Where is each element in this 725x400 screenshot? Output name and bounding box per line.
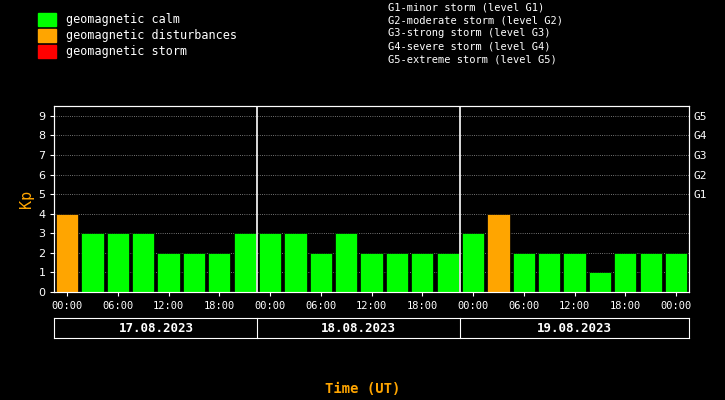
Bar [665,253,687,292]
Text: 19.08.2023: 19.08.2023 [537,322,612,334]
Bar [183,253,205,292]
Bar [233,233,256,292]
Bar [538,253,560,292]
Bar [335,233,357,292]
Bar [56,214,78,292]
Bar [462,233,484,292]
Bar [107,233,129,292]
Bar [589,272,611,292]
Bar [360,253,383,292]
Text: G1-minor storm (level G1)
G2-moderate storm (level G2)
G3-strong storm (level G3: G1-minor storm (level G1) G2-moderate st… [388,2,563,65]
Bar [208,253,231,292]
Text: 17.08.2023: 17.08.2023 [118,322,194,334]
Bar [81,233,104,292]
Bar [386,253,408,292]
Bar [259,233,281,292]
Bar [487,214,510,292]
Bar [411,253,434,292]
Bar [513,253,535,292]
Bar [132,233,154,292]
Y-axis label: Kp: Kp [19,190,34,208]
Bar [310,253,332,292]
Bar [639,253,662,292]
Text: 18.08.2023: 18.08.2023 [321,322,397,334]
Bar [284,233,307,292]
Bar [614,253,637,292]
Text: Time (UT): Time (UT) [325,382,400,396]
Legend: geomagnetic calm, geomagnetic disturbances, geomagnetic storm: geomagnetic calm, geomagnetic disturbanc… [35,10,240,62]
Bar [563,253,586,292]
Bar [157,253,180,292]
Bar [436,253,459,292]
